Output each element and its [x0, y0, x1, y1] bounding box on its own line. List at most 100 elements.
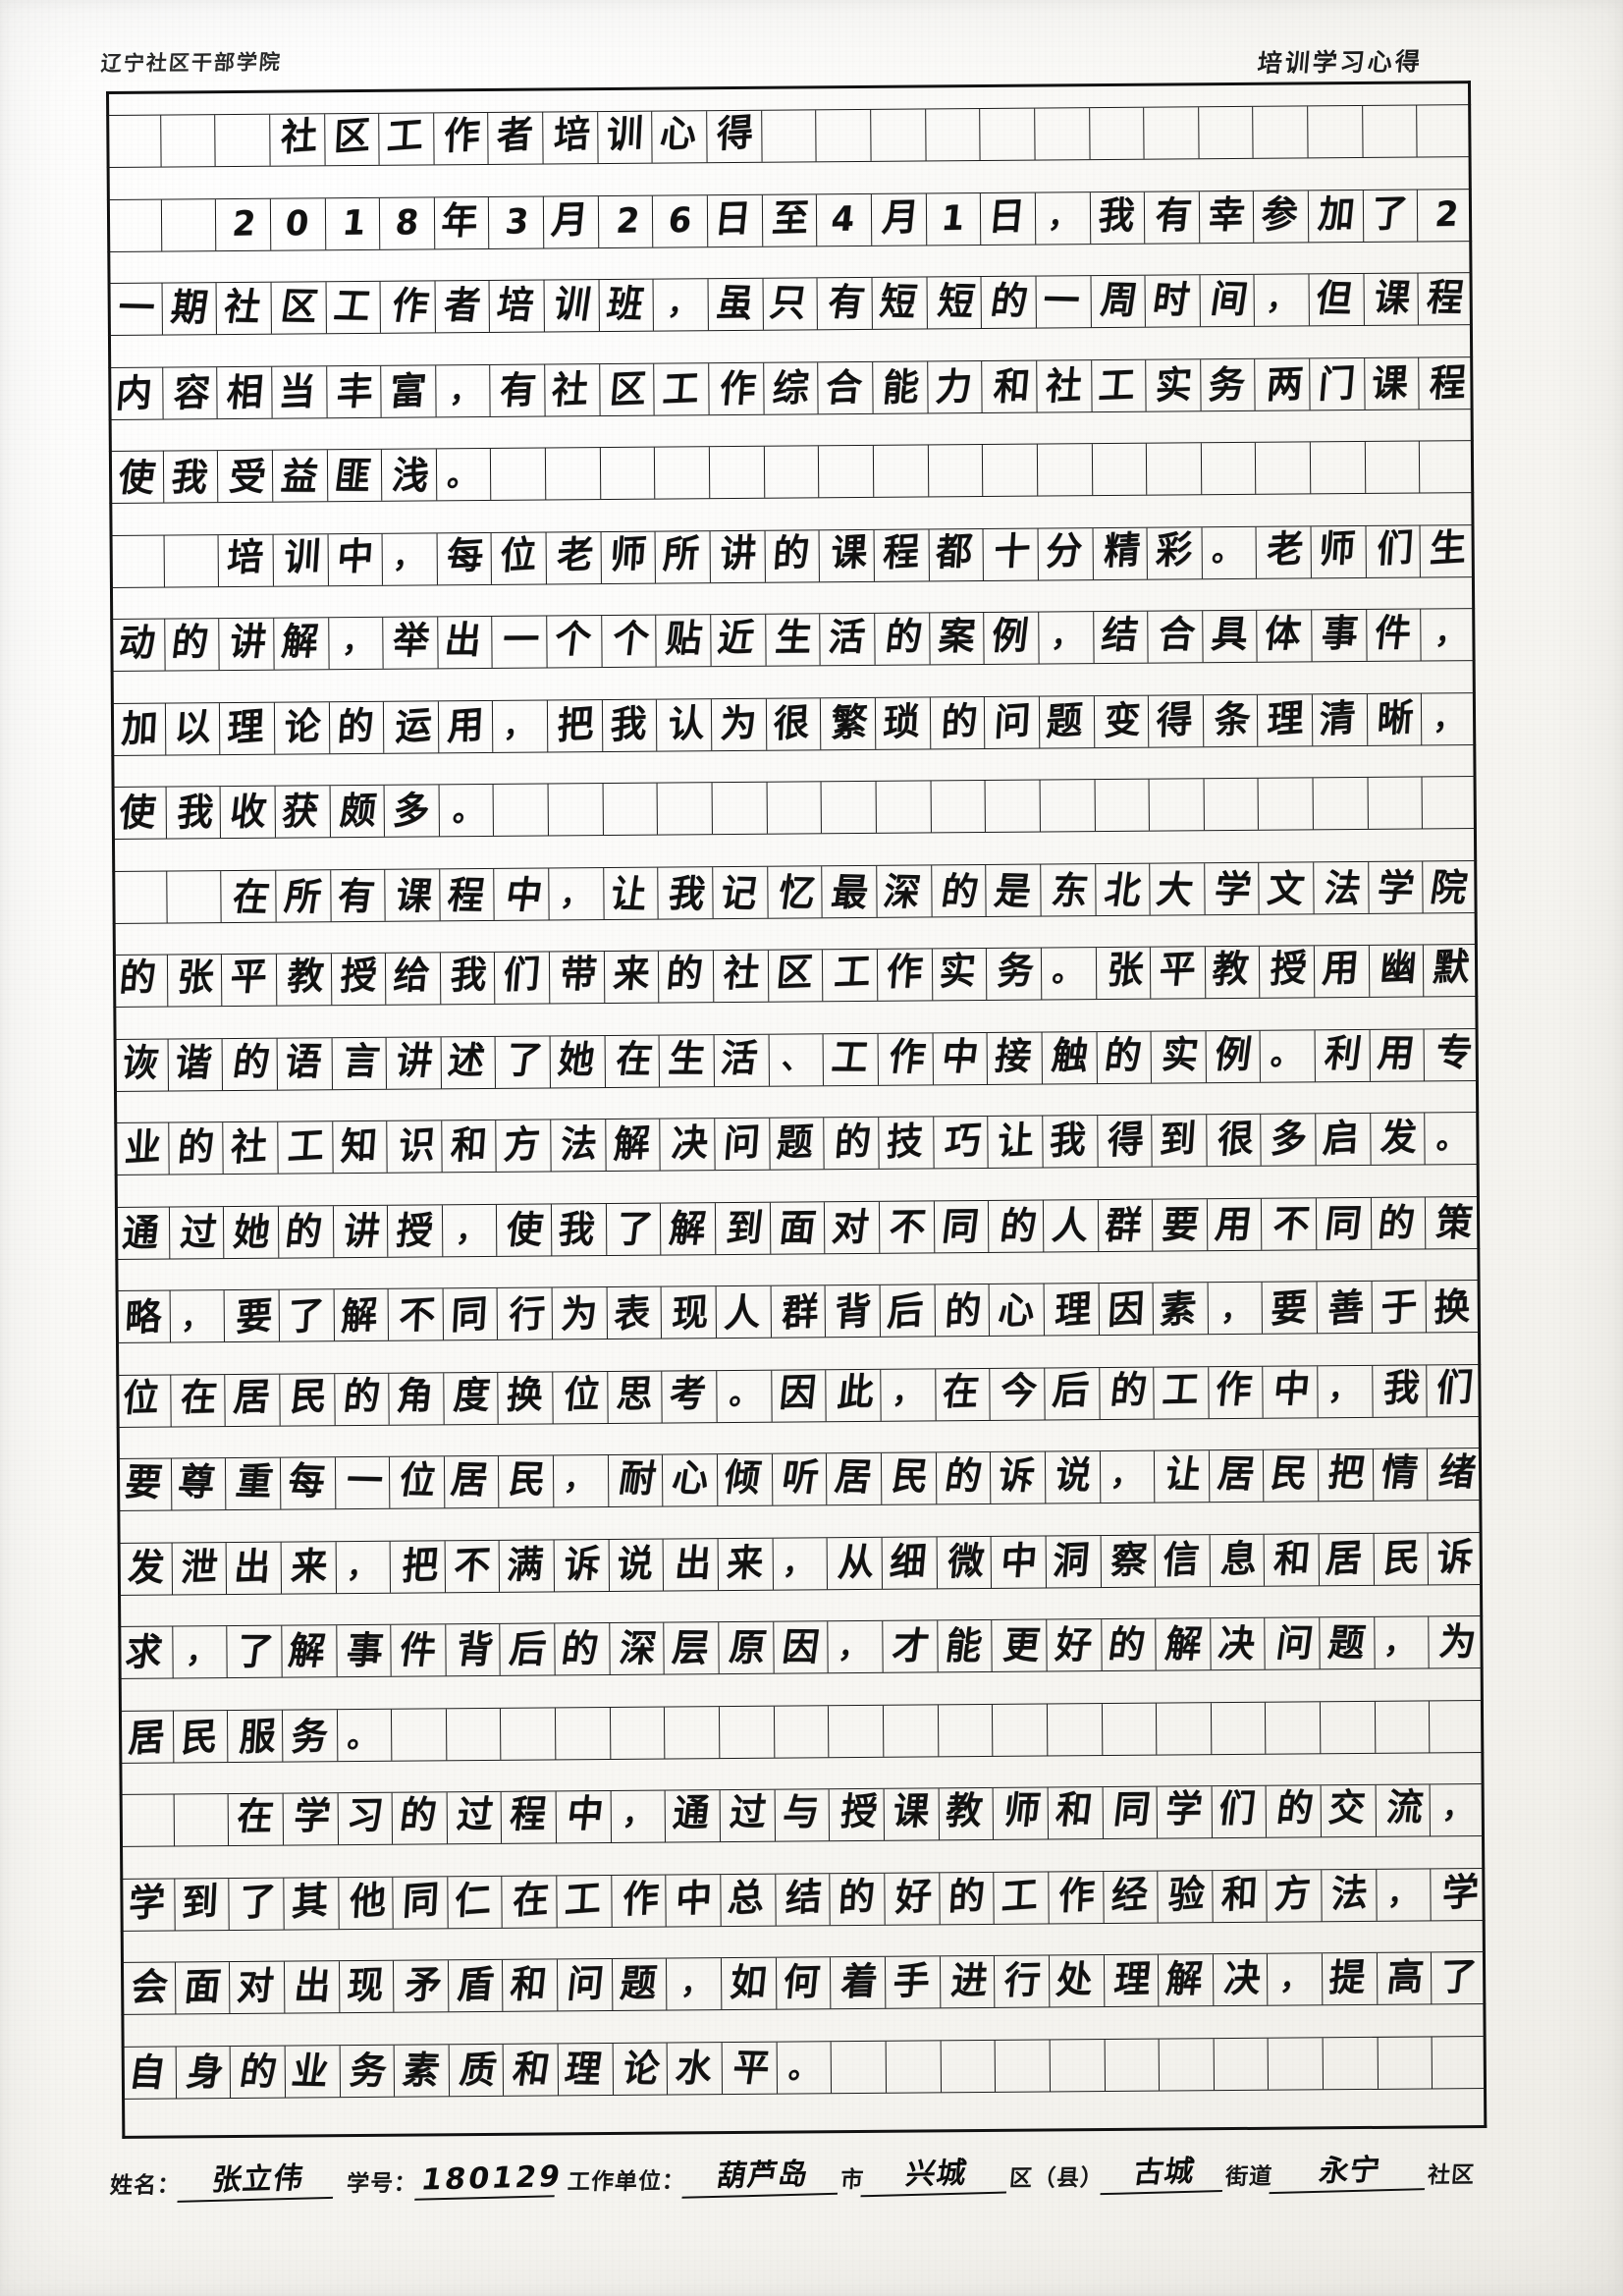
grid-cell: 说: [609, 1539, 665, 1591]
grid-cell: 绪: [1428, 1449, 1482, 1500]
grid-cell: 题: [769, 1118, 825, 1170]
grid-cell: 会: [120, 1962, 177, 2014]
handwritten-character: ，: [340, 623, 375, 661]
handwritten-character: 说: [615, 1542, 656, 1587]
handwritten-character: 居: [1325, 1536, 1365, 1581]
handwritten-character: 们: [501, 953, 542, 998]
grid-cell: 东: [1041, 863, 1097, 916]
handwritten-character: 。: [1211, 530, 1244, 570]
handwritten-character: 幽: [1378, 946, 1419, 991]
handwritten-character: 换: [1432, 1285, 1472, 1331]
grid-cell: 高: [1377, 1952, 1433, 2004]
handwritten-character: 学: [1212, 867, 1255, 912]
handwritten-character: 和: [991, 364, 1032, 410]
handwritten-character: 社: [550, 367, 591, 412]
grid-cell: 不: [445, 1540, 501, 1592]
grid-cell: 是: [986, 864, 1042, 916]
grid-cell: [174, 1794, 230, 1846]
grid-cell: 接: [987, 1032, 1043, 1084]
handwritten-character: 讲: [341, 1210, 382, 1253]
handwritten-character: 的: [397, 1794, 439, 1837]
handwritten-character: 务: [1207, 362, 1247, 408]
handwritten-character: 在: [229, 875, 272, 919]
grid-cell: 重: [226, 1457, 282, 1510]
handwritten-character: 来: [289, 1544, 330, 1589]
grid-cell: 个: [601, 615, 658, 668]
handwritten-character: 诙: [120, 1041, 162, 1085]
grid-cell: 好: [1047, 1619, 1103, 1671]
grid-cell: 和: [1213, 1870, 1269, 1922]
grid-cell: ，: [554, 1455, 610, 1507]
grid-cell: 授: [388, 1204, 444, 1257]
grid-cell: 深: [877, 864, 933, 917]
handwritten-character: 好: [894, 1874, 934, 1920]
grid-cell: 每: [437, 532, 493, 584]
grid-cell: 学: [1368, 860, 1424, 913]
handwritten-character: 洞: [1051, 1538, 1092, 1583]
grid-cell: 师: [1311, 525, 1367, 577]
handwritten-character: 的: [1376, 1201, 1418, 1245]
grid-cell: 以: [165, 702, 221, 755]
grid-cell: 层: [664, 1622, 720, 1674]
handwritten-character: 解: [667, 1207, 708, 1251]
handwritten-character: 民: [289, 1375, 330, 1419]
grid-cell: 工: [823, 1033, 879, 1085]
handwritten-character: 很: [772, 700, 811, 746]
grid-cell: 周: [1091, 275, 1147, 328]
handwritten-character: 讲: [393, 1039, 435, 1083]
grid-cell: 例: [984, 612, 1040, 664]
handwritten-character: 心: [669, 1456, 712, 1501]
grid-cell: [494, 784, 550, 836]
grid-cell: 学: [1432, 1869, 1486, 1920]
handwritten-character: 合: [1157, 613, 1198, 657]
grid-cell: ，: [1376, 1868, 1433, 1921]
handwritten-character: 清: [1318, 696, 1358, 742]
grid-cell: 出: [438, 616, 494, 669]
grid-cell: [1266, 1701, 1322, 1754]
grid-cell: ，: [611, 1790, 667, 1843]
handwritten-character: 。: [1434, 1119, 1468, 1158]
grid-cell: 加: [110, 703, 166, 755]
handwritten-character: 的: [771, 530, 811, 576]
grid-cell: 容: [162, 366, 218, 419]
grid-cell: 的: [931, 864, 987, 916]
grid-cell: 善: [1317, 1281, 1373, 1334]
grid-cell: 的: [659, 951, 715, 1003]
grid-cell: 位: [492, 531, 548, 584]
grid-cell: 同: [1103, 1786, 1159, 1839]
grid-cell: 要: [1263, 1282, 1319, 1334]
grid-cell: 如: [721, 1957, 778, 2010]
grid-cell: 能: [937, 1619, 993, 1672]
grid-cell: 月: [543, 195, 600, 247]
grid-cell: [761, 110, 817, 162]
grid-cell: 居: [225, 1374, 281, 1426]
grid-cell: 习: [338, 1792, 394, 1845]
grid-cell: 盾: [448, 1959, 504, 2012]
grid-cell: 在: [228, 1793, 284, 1846]
handwritten-character: 分: [1045, 528, 1084, 574]
handwritten-character: 作: [622, 1876, 661, 1922]
handwritten-character: 细: [888, 1540, 929, 1585]
grid-cell: 工: [1091, 359, 1147, 411]
grid-cell: 区: [599, 363, 656, 415]
handwritten-character: 学: [292, 1794, 333, 1838]
handwritten-character: 在: [511, 1877, 550, 1923]
handwritten-character: 的: [940, 699, 979, 745]
handwritten-character: 月: [880, 195, 921, 240]
grid-cell: 现: [661, 1286, 718, 1339]
handwritten-character: 使: [117, 792, 158, 836]
grid-cell: 运: [384, 700, 440, 753]
grid-cell: 为: [1430, 1616, 1484, 1667]
handwritten-character: 生: [773, 617, 815, 660]
grid-cell: 和: [442, 1120, 498, 1173]
handwritten-character: ，: [1326, 1370, 1362, 1408]
handwritten-character: 动: [116, 622, 158, 666]
grid-cell: 解: [606, 1119, 662, 1172]
handwritten-character: 课: [1371, 277, 1414, 321]
handwritten-character: 区: [332, 114, 371, 160]
handwritten-character: 才: [890, 1625, 932, 1668]
grid-cell: [1362, 105, 1418, 157]
handwritten-character: 知: [339, 1123, 379, 1170]
grid-cell: 的: [555, 1623, 611, 1675]
handwritten-character: 同: [1323, 1202, 1365, 1246]
